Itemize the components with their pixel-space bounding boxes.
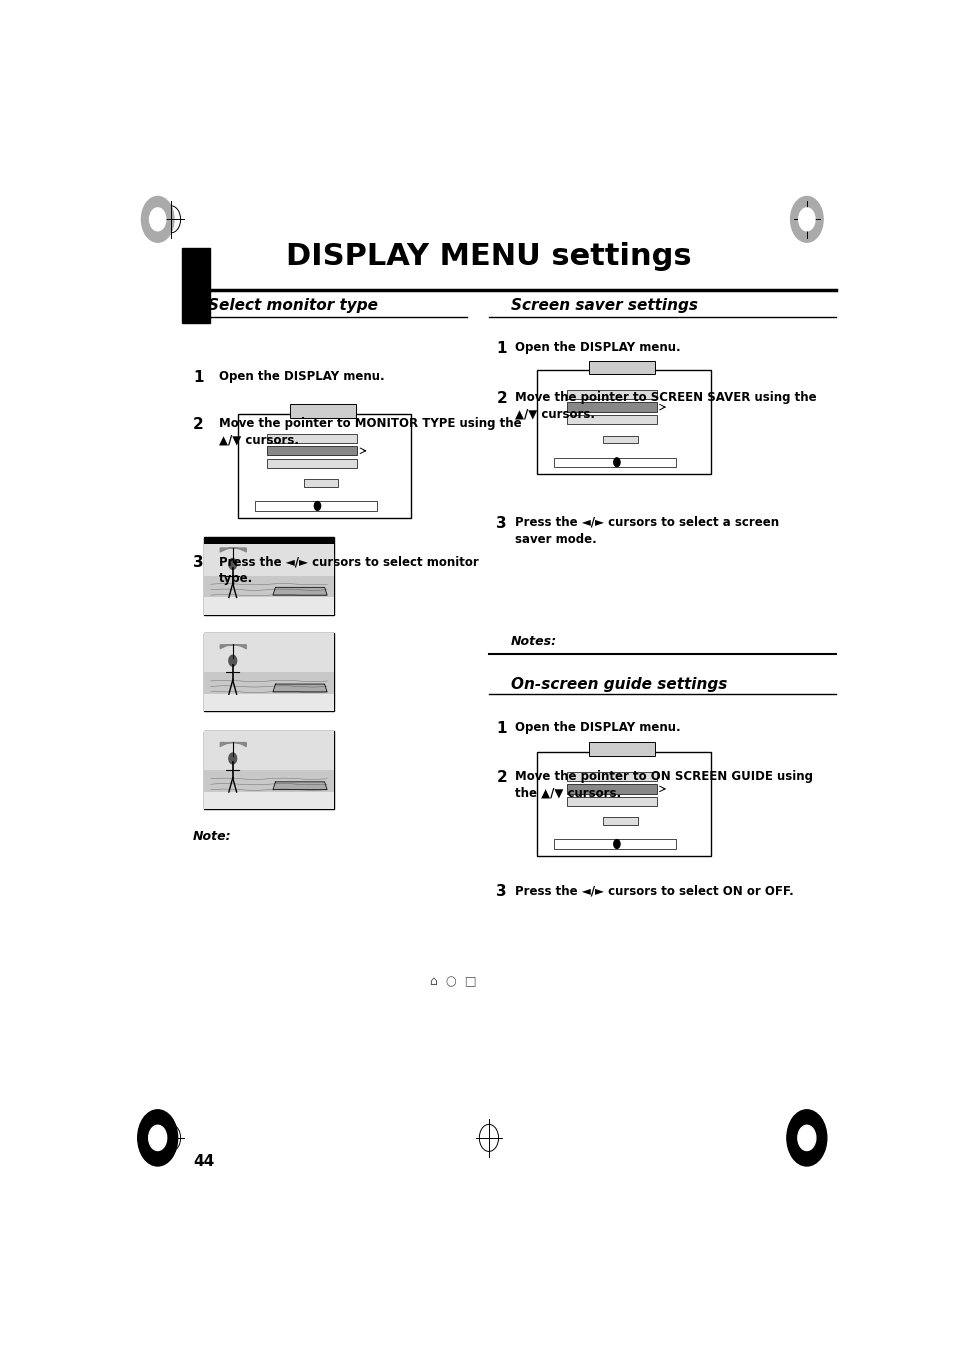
Circle shape: [613, 839, 619, 848]
Bar: [204, 634, 334, 712]
Text: Press the ◄/► cursors to select a screen
saver mode.: Press the ◄/► cursors to select a screen…: [515, 516, 778, 546]
Text: Open the DISPLAY menu.: Open the DISPLAY menu.: [219, 370, 384, 384]
Text: ⌂  ○  □: ⌂ ○ □: [429, 975, 476, 989]
Bar: [303, 480, 338, 486]
Bar: [204, 694, 334, 712]
Polygon shape: [273, 684, 327, 692]
Bar: [566, 784, 657, 793]
Circle shape: [150, 208, 166, 231]
Text: DISPLAY MENU settings: DISPLAY MENU settings: [286, 242, 691, 272]
Circle shape: [229, 558, 236, 569]
Polygon shape: [273, 588, 327, 596]
Text: Move the pointer to ON SCREEN GUIDE using
the ▲/▼ cursors.: Move the pointer to ON SCREEN GUIDE usin…: [515, 770, 812, 800]
Text: Press the ◄/► cursors to select ON or OFF.: Press the ◄/► cursors to select ON or OF…: [515, 884, 793, 897]
Text: 3: 3: [193, 555, 204, 570]
Text: Move the pointer to MONITOR TYPE using the
▲/▼ cursors.: Move the pointer to MONITOR TYPE using t…: [219, 417, 521, 447]
Text: Note:: Note:: [193, 830, 232, 843]
Bar: [237, 413, 411, 517]
Circle shape: [613, 458, 619, 466]
Bar: [566, 390, 657, 400]
Text: Move the pointer to SCREEN SAVER using the
▲/▼ cursors.: Move the pointer to SCREEN SAVER using t…: [515, 390, 816, 422]
Text: Open the DISPLAY menu.: Open the DISPLAY menu.: [515, 720, 679, 734]
Circle shape: [141, 196, 173, 242]
Text: 1: 1: [496, 720, 506, 736]
Text: 2: 2: [496, 390, 507, 407]
Bar: [267, 446, 357, 455]
Bar: [204, 634, 334, 673]
Bar: [537, 370, 710, 474]
Bar: [566, 415, 657, 424]
Bar: [204, 536, 334, 544]
Bar: [589, 743, 655, 757]
Circle shape: [314, 501, 320, 511]
Text: On-screen guide settings: On-screen guide settings: [511, 677, 727, 692]
Bar: [204, 731, 334, 770]
Bar: [566, 797, 657, 807]
Text: 1: 1: [496, 340, 506, 357]
Bar: [254, 501, 376, 511]
Circle shape: [137, 1109, 177, 1166]
Text: Open the DISPLAY menu.: Open the DISPLAY menu.: [515, 340, 679, 354]
Bar: [204, 792, 334, 809]
Text: 3: 3: [496, 516, 506, 531]
Bar: [554, 458, 676, 467]
Circle shape: [229, 753, 236, 763]
Bar: [602, 436, 638, 443]
Circle shape: [786, 1109, 826, 1166]
Bar: [204, 770, 334, 792]
Bar: [537, 753, 710, 857]
Bar: [566, 403, 657, 412]
Bar: [566, 771, 657, 781]
Text: Select monitor type: Select monitor type: [208, 299, 377, 313]
Bar: [204, 536, 334, 615]
Text: Screen saver settings: Screen saver settings: [511, 299, 698, 313]
Circle shape: [149, 1125, 167, 1151]
Bar: [204, 536, 334, 576]
Text: Press the ◄/► cursors to select monitor
type.: Press the ◄/► cursors to select monitor …: [219, 555, 478, 585]
Bar: [204, 576, 334, 597]
Bar: [267, 434, 357, 443]
Text: 44: 44: [193, 1154, 214, 1169]
Bar: [589, 361, 655, 374]
Bar: [204, 731, 334, 809]
Bar: [267, 458, 357, 467]
Text: 1: 1: [193, 370, 204, 385]
Circle shape: [229, 655, 236, 666]
Bar: [204, 597, 334, 615]
Bar: [290, 404, 355, 417]
Circle shape: [797, 1125, 815, 1151]
Text: 2: 2: [496, 770, 507, 785]
Circle shape: [790, 196, 822, 242]
Bar: [554, 839, 676, 848]
Text: Notes:: Notes:: [511, 635, 557, 648]
Text: 3: 3: [496, 884, 506, 898]
Text: 2: 2: [193, 417, 204, 432]
Bar: [204, 673, 334, 694]
Circle shape: [798, 208, 814, 231]
Bar: [182, 249, 210, 323]
Bar: [602, 817, 638, 824]
Polygon shape: [273, 782, 327, 790]
